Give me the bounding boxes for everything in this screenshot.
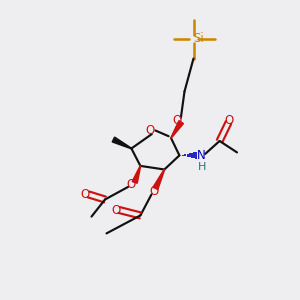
- Polygon shape: [171, 121, 184, 138]
- Text: O: O: [81, 188, 90, 201]
- Polygon shape: [153, 169, 165, 190]
- Polygon shape: [112, 137, 131, 149]
- Text: O: O: [146, 124, 154, 137]
- Text: O: O: [111, 203, 120, 217]
- Text: O: O: [172, 113, 182, 127]
- Text: O: O: [224, 113, 233, 127]
- Text: O: O: [127, 178, 136, 191]
- Text: N: N: [197, 149, 206, 162]
- Text: Si: Si: [193, 32, 204, 46]
- Text: O: O: [149, 185, 158, 198]
- Polygon shape: [132, 166, 141, 183]
- Text: H: H: [197, 162, 206, 172]
